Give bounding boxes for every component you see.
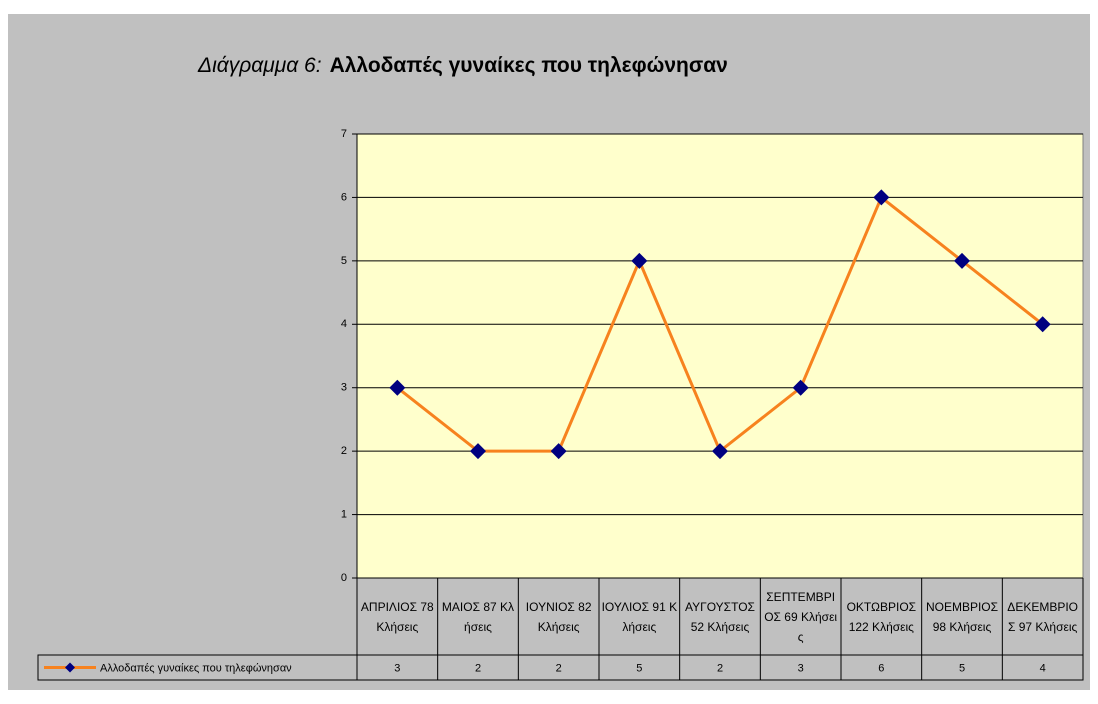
x-tick-label: ΣΕΠΤΕΜΒΡΙΟΣ 69 Κλήσεις — [764, 589, 838, 644]
x-tick-label: ΙΟΥΛΙΟΣ 91 Κλήσεις — [601, 599, 678, 634]
x-tick-label: ΑΠΡΙΛΙΟΣ 78 Κλήσεις — [360, 599, 434, 634]
marker — [712, 443, 728, 460]
chart-title: Διάγραμμα 6: Αλλοδαπές γυναίκες που τηλεφ… — [197, 54, 728, 77]
x-tick-label: ΑΥΓΟΥΣΤΟΣ 52 Κλήσεις — [685, 599, 755, 634]
marker — [389, 379, 406, 396]
x-tick-label: ΔΕΚΕΜΒΡΙΟΣ 97 Κλήσεις — [1007, 599, 1078, 634]
table-value: 5 — [959, 662, 965, 674]
y-tick-label: 0 — [341, 572, 347, 584]
table-value: 4 — [1040, 662, 1046, 674]
y-tick-label: 7 — [341, 128, 347, 140]
marker — [1034, 316, 1051, 333]
marker — [550, 443, 567, 460]
y-tick-label: 2 — [341, 445, 347, 457]
x-tick-label: ΙΟΥΝΙΟΣ 82 Κλήσεις — [525, 599, 592, 634]
marker — [873, 189, 890, 206]
y-tick-label: 6 — [341, 191, 347, 203]
y-tick-label: 4 — [341, 318, 347, 330]
table-value: 6 — [878, 662, 884, 674]
marker — [792, 379, 809, 396]
table-value: 2 — [717, 662, 723, 674]
y-tick-label: 3 — [341, 382, 347, 394]
table-value: 2 — [556, 662, 562, 674]
y-tick-label: 1 — [341, 508, 347, 520]
marker — [631, 252, 648, 269]
table-value: 3 — [394, 662, 400, 674]
x-tick-label: ΜΑΙΟΣ 87 Κλήσεις — [441, 599, 515, 634]
legend-marker — [65, 662, 75, 673]
table-value: 5 — [636, 662, 642, 674]
legend-label: Αλλοδαπές γυναίκες που τηλεφώνησαν — [100, 662, 292, 674]
x-tick-label: ΝΟΕΜΒΡΙΟΣ 98 Κλήσεις — [925, 599, 999, 634]
plot-area — [356, 133, 1084, 579]
marker — [470, 443, 486, 460]
marker — [954, 252, 970, 269]
title-main: Αλλοδαπές γυναίκες που τηλεφώνησαν — [330, 54, 728, 77]
table-value: 2 — [475, 662, 481, 674]
table-value: 3 — [798, 662, 804, 674]
title-prefix: Διάγραμμα 6: — [197, 54, 322, 77]
x-tick-label: ΟΚΤΩΒΡΙΟΣ 122 Κλήσεις — [846, 599, 917, 634]
y-tick-label: 5 — [341, 255, 347, 267]
